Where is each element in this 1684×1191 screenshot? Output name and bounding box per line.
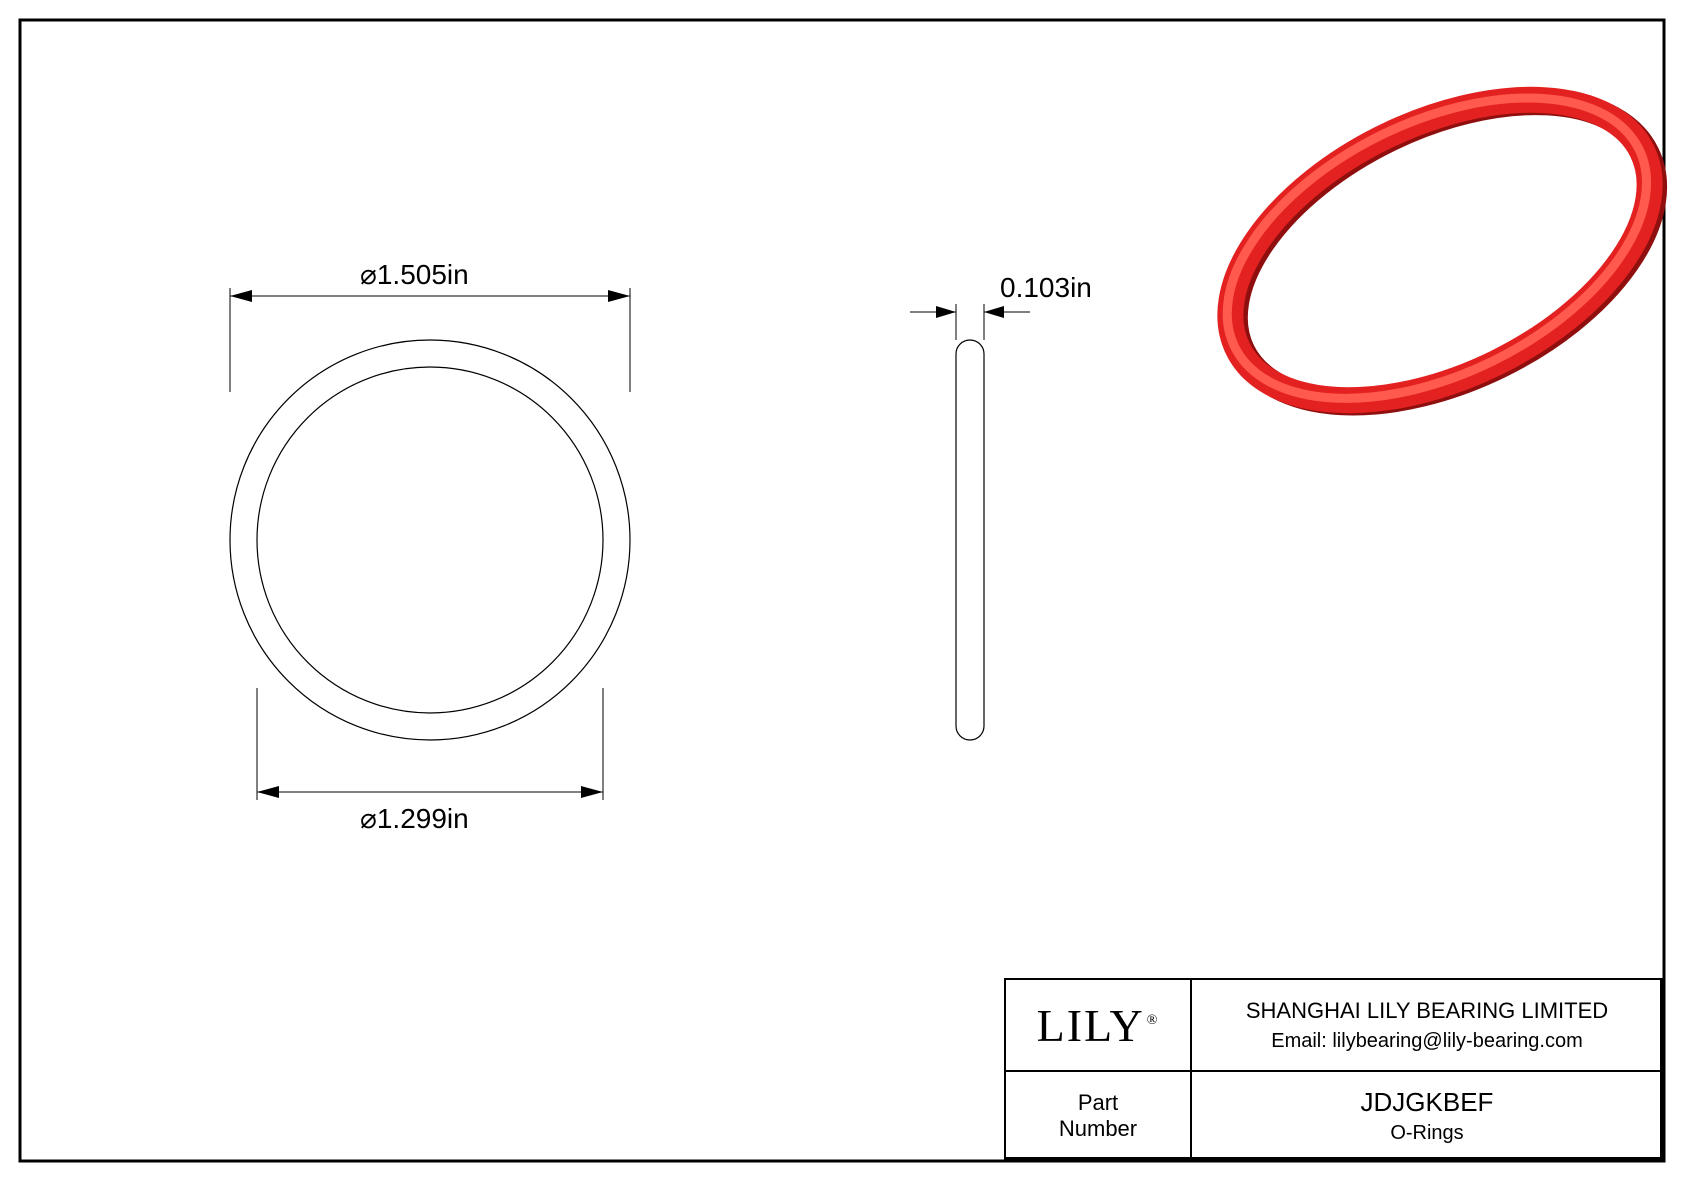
drawing-page: ⌀1.505in ⌀1.299in 0.103in LILY® SHANG xyxy=(0,0,1684,1191)
logo-text: LILY® xyxy=(1037,999,1160,1052)
logo-word: LILY xyxy=(1037,1000,1145,1051)
company-name: SHANGHAI LILY BEARING LIMITED xyxy=(1246,998,1608,1024)
company-email: Email: lilybearing@lily-bearing.com xyxy=(1271,1030,1583,1053)
part-description: O-Rings xyxy=(1390,1122,1463,1145)
title-block: LILY® SHANGHAI LILY BEARING LIMITED Emai… xyxy=(1004,978,1662,1159)
registered-mark: ® xyxy=(1147,1013,1160,1028)
part-label-line1: Part xyxy=(1078,1090,1118,1116)
company-cell: SHANGHAI LILY BEARING LIMITED Email: lil… xyxy=(1190,978,1664,1072)
logo-cell: LILY® xyxy=(1004,978,1192,1072)
part-label-cell: Part Number xyxy=(1004,1070,1192,1161)
part-number: JDJGKBEF xyxy=(1361,1087,1494,1118)
part-label-line2: Number xyxy=(1059,1116,1137,1142)
part-value-cell: JDJGKBEF O-Rings xyxy=(1190,1070,1664,1161)
